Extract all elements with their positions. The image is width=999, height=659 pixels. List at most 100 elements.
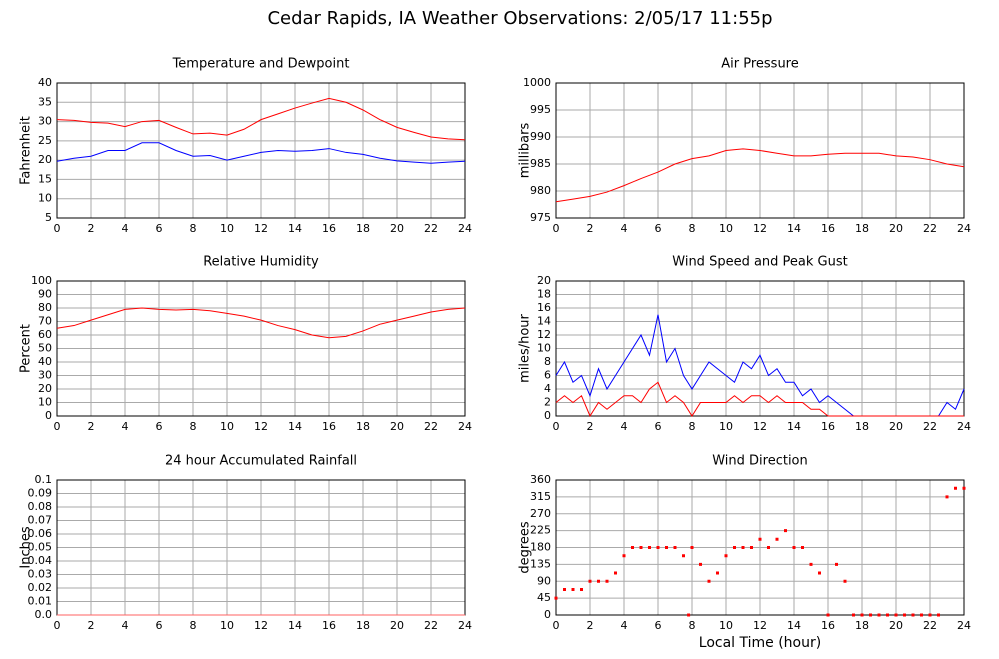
x-tick-label: 6 bbox=[156, 420, 163, 433]
x-tick-label: 0 bbox=[553, 420, 560, 433]
y-tick-label: 0.01 bbox=[28, 595, 53, 608]
data-point bbox=[886, 613, 889, 617]
x-tick-label: 20 bbox=[390, 619, 404, 632]
y-tick-label: 270 bbox=[530, 507, 551, 520]
data-point bbox=[656, 546, 660, 549]
x-tick-label: 20 bbox=[390, 222, 404, 235]
y-tick-label: 0.1 bbox=[35, 473, 53, 486]
x-tick-label: 12 bbox=[254, 420, 268, 433]
data-point bbox=[741, 546, 745, 549]
x-tick-label: 12 bbox=[254, 619, 268, 632]
data-point bbox=[945, 495, 949, 499]
x-tick-label: 18 bbox=[855, 420, 869, 433]
data-point bbox=[835, 562, 838, 566]
x-tick-label: 4 bbox=[621, 222, 628, 235]
y-tick-label: 0.09 bbox=[28, 487, 53, 500]
data-point bbox=[869, 613, 872, 617]
x-tick-label: 22 bbox=[424, 222, 438, 235]
data-point bbox=[648, 546, 651, 549]
data-point bbox=[614, 571, 617, 575]
chart-title: 24 hour Accumulated Rainfall bbox=[165, 454, 357, 469]
y-tick-label: 18 bbox=[537, 288, 551, 301]
x-tick-label: 24 bbox=[957, 420, 971, 433]
x-axis-label: Local Time (hour) bbox=[699, 635, 821, 651]
x-tick-label: 24 bbox=[458, 619, 472, 632]
chart-title: Wind Direction bbox=[712, 454, 808, 469]
x-tick-label: 4 bbox=[122, 222, 129, 235]
x-tick-label: 8 bbox=[689, 420, 696, 433]
y-tick-label: 4 bbox=[544, 382, 551, 395]
data-point bbox=[733, 546, 736, 549]
data-point bbox=[631, 546, 634, 549]
x-tick-label: 14 bbox=[288, 222, 302, 235]
data-point bbox=[554, 596, 558, 600]
x-tick-label: 16 bbox=[821, 222, 835, 235]
chart-title: Air Pressure bbox=[721, 57, 799, 72]
y-tick-label: 8 bbox=[544, 355, 551, 368]
y-tick-label: 10 bbox=[38, 396, 52, 409]
x-tick-label: 2 bbox=[587, 619, 594, 632]
x-tick-label: 12 bbox=[254, 222, 268, 235]
x-tick-label: 22 bbox=[424, 420, 438, 433]
y-tick-label: 12 bbox=[537, 328, 551, 341]
y-axis-label: degrees bbox=[518, 521, 533, 574]
data-line bbox=[56, 97, 466, 141]
x-tick-label: 8 bbox=[190, 222, 197, 235]
x-tick-label: 4 bbox=[621, 619, 628, 632]
data-point bbox=[597, 579, 600, 583]
y-tick-label: 995 bbox=[530, 103, 551, 116]
x-tick-label: 16 bbox=[821, 420, 835, 433]
chart-title: Wind Speed and Peak Gust bbox=[672, 255, 847, 270]
y-tick-label: 0.03 bbox=[28, 568, 53, 581]
x-tick-label: 14 bbox=[288, 420, 302, 433]
x-tick-label: 10 bbox=[220, 222, 234, 235]
y-tick-label: 10 bbox=[38, 192, 52, 205]
data-point bbox=[605, 579, 609, 583]
x-tick-label: 18 bbox=[855, 222, 869, 235]
y-axis-label: Percent bbox=[19, 324, 34, 373]
data-point bbox=[690, 546, 694, 549]
y-tick-label: 80 bbox=[38, 301, 52, 314]
x-tick-label: 0 bbox=[553, 222, 560, 235]
y-tick-label: 25 bbox=[38, 134, 52, 147]
y-tick-label: 2 bbox=[544, 396, 551, 409]
y-tick-label: 14 bbox=[537, 315, 551, 328]
x-tick-label: 22 bbox=[923, 619, 937, 632]
x-tick-label: 8 bbox=[190, 619, 197, 632]
y-tick-label: 20 bbox=[38, 382, 52, 395]
data-line bbox=[56, 142, 466, 164]
data-point bbox=[682, 554, 685, 558]
data-point bbox=[716, 571, 719, 575]
y-tick-label: 1000 bbox=[523, 76, 551, 89]
data-point bbox=[809, 562, 813, 566]
x-tick-label: 2 bbox=[88, 420, 95, 433]
x-tick-label: 4 bbox=[621, 420, 628, 433]
data-point bbox=[937, 613, 940, 617]
x-tick-label: 18 bbox=[356, 222, 370, 235]
x-tick-label: 2 bbox=[88, 619, 95, 632]
y-tick-label: 180 bbox=[530, 541, 551, 554]
data-point bbox=[687, 613, 691, 617]
y-axis-label: millibars bbox=[518, 123, 533, 179]
data-point bbox=[767, 546, 770, 549]
y-tick-label: 135 bbox=[530, 557, 551, 570]
x-tick-label: 24 bbox=[458, 222, 472, 235]
plot-frame bbox=[555, 479, 965, 616]
x-tick-label: 6 bbox=[655, 420, 662, 433]
data-point bbox=[775, 537, 779, 541]
plot-frame bbox=[555, 280, 965, 417]
x-tick-label: 22 bbox=[424, 619, 438, 632]
y-tick-label: 10 bbox=[537, 342, 551, 355]
y-tick-label: 35 bbox=[38, 95, 52, 108]
data-point bbox=[877, 613, 881, 617]
x-tick-label: 24 bbox=[458, 420, 472, 433]
data-point bbox=[843, 579, 847, 583]
x-tick-label: 10 bbox=[719, 420, 733, 433]
x-tick-label: 18 bbox=[356, 420, 370, 433]
x-tick-label: 18 bbox=[855, 619, 869, 632]
y-tick-label: 0 bbox=[544, 409, 551, 422]
x-tick-label: 10 bbox=[220, 619, 234, 632]
x-tick-label: 2 bbox=[88, 222, 95, 235]
x-tick-label: 14 bbox=[787, 222, 801, 235]
data-point bbox=[758, 537, 762, 541]
